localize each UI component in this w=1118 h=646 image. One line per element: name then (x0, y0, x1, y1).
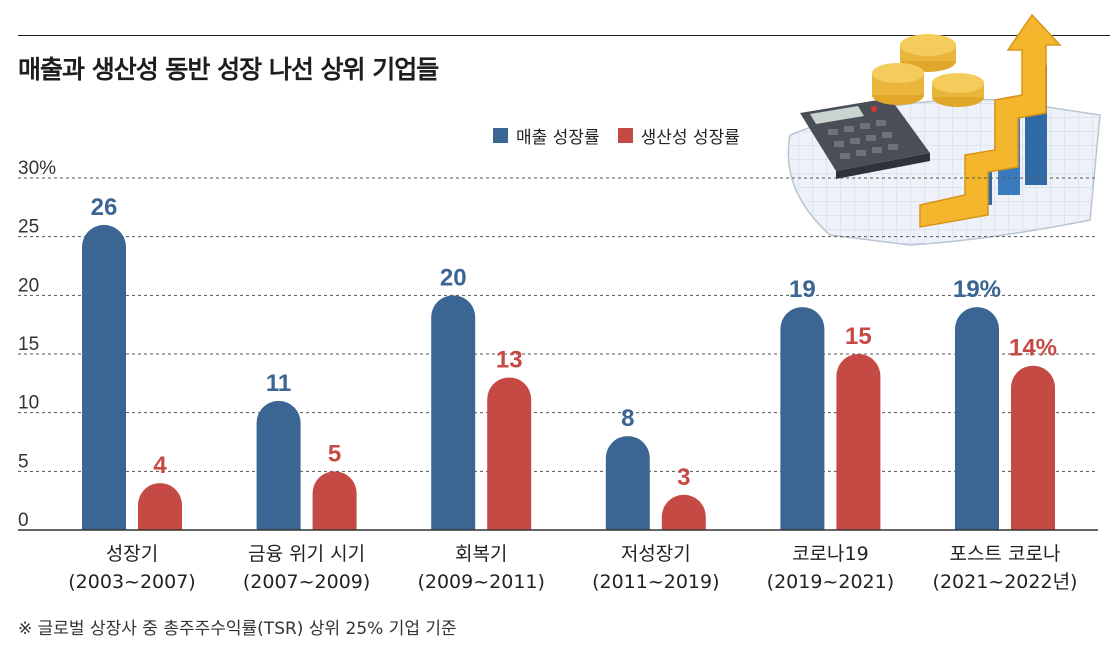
legend-swatch-productivity (617, 128, 633, 143)
calculator-icon (800, 98, 930, 179)
y-axis-ticks: 0 5 10 15 20 25 30% (18, 158, 56, 531)
sales-growth-label: 19 (789, 276, 816, 303)
category-period-label: (2009~2011) (417, 571, 544, 593)
bar-value-labels: 26 4 11 5 20 13 8 3 19 15 19% 14% (91, 194, 1057, 491)
y-tick-label: 5 (18, 451, 29, 472)
category-label: 저성장기 (621, 543, 691, 565)
sales-growth-bar (256, 400, 301, 530)
coins-icon (872, 34, 984, 107)
category-label: 포스트 코로나 (950, 543, 1061, 565)
productivity-growth-label: 3 (677, 464, 690, 491)
category-period-label: (2021~2022년) (933, 571, 1078, 593)
sales-growth-bar (82, 224, 126, 530)
category-period-label: (2003~2007) (68, 571, 195, 593)
category-period-label: (2019~2021) (767, 571, 894, 593)
legend-item-sales: 매출 성장률 (493, 123, 600, 148)
chart-title: 매출과 생산성 동반 성장 나선 상위 기업들 (18, 55, 439, 84)
productivity-growth-label: 13 (496, 346, 523, 373)
sales-growth-label: 20 (440, 264, 467, 291)
category-period-label: (2007~2009) (243, 571, 370, 593)
sales-growth-label: 11 (266, 370, 291, 397)
y-tick-label: 0 (18, 510, 29, 531)
productivity-growth-bar (1011, 365, 1055, 530)
category-period-label: (2011~2019) (592, 571, 719, 593)
productivity-growth-label: 4 (153, 452, 167, 479)
productivity-growth-label: 15 (845, 323, 872, 350)
productivity-growth-bar (487, 377, 532, 530)
productivity-growth-bar (138, 483, 183, 530)
productivity-growth-label: 14% (1009, 335, 1057, 362)
top-rule (18, 35, 1110, 36)
sales-growth-bar (780, 307, 825, 530)
category-label: 성장기 (106, 543, 158, 565)
sales-growth-bar (955, 307, 999, 530)
legend-swatch-sales (493, 128, 508, 143)
sales-growth-bar (605, 436, 650, 530)
category-label: 코로나19 (792, 543, 869, 565)
productivity-growth-bar (661, 494, 706, 530)
finance-illustration (787, 13, 1101, 246)
y-tick-label: 10 (18, 393, 39, 414)
sales-growth-label: 19% (953, 276, 1001, 303)
legend: 매출 성장률 생산성 성장률 (493, 123, 758, 148)
x-axis-labels: 성장기 (2003~2007) 금융 위기 시기 (2007~2009) 회복기 (200… (68, 543, 1077, 593)
y-tick-label: 15 (18, 334, 39, 355)
sales-growth-bar (431, 295, 476, 530)
y-tick-label: 20 (18, 275, 39, 296)
legend-label-sales: 매출 성장률 (516, 128, 600, 148)
footnote: ※ 글로벌 상장사 중 총주주수익률(TSR) 상위 25% 기업 기준 (18, 619, 457, 639)
legend-item-productivity: 생산성 성장률 (617, 123, 740, 148)
y-tick-label: 30% (18, 158, 56, 179)
productivity-growth-bar (312, 471, 357, 530)
grid-lines (18, 177, 1098, 472)
legend-label-productivity: 생산성 성장률 (640, 128, 740, 148)
productivity-growth-label: 5 (328, 440, 341, 467)
y-tick-label: 25 (18, 217, 39, 238)
productivity-growth-bar (836, 354, 881, 530)
bars (82, 224, 1055, 530)
category-label: 회복기 (455, 543, 507, 565)
rising-arrow-icon (919, 13, 1062, 228)
category-label: 금융 위기 시기 (248, 543, 365, 565)
sales-growth-label: 8 (621, 405, 634, 432)
sales-growth-label: 26 (91, 194, 118, 221)
